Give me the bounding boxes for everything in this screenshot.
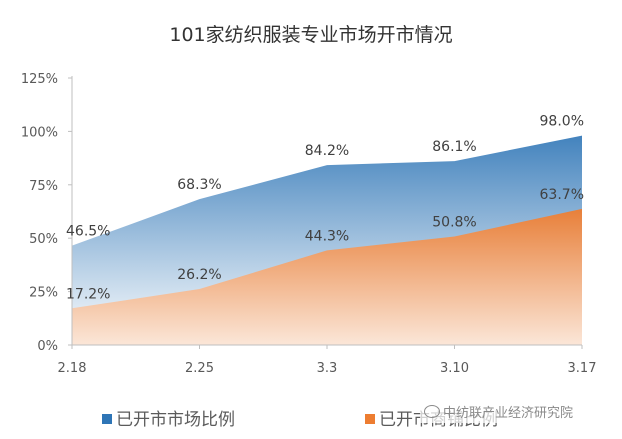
x-tick-label: 2.25 <box>185 361 214 376</box>
watermark: 中纺联产业经济研究院 <box>420 400 578 423</box>
data-label-series-1: 86.1% <box>432 139 476 155</box>
y-tick-label: 25% <box>29 286 58 301</box>
legend-swatch-shop <box>365 414 375 424</box>
data-label-series-1: 98.0% <box>540 114 584 130</box>
y-tick-label: 0% <box>37 339 58 354</box>
data-label-series-2: 50.8% <box>432 214 476 230</box>
data-label-series-2: 26.2% <box>177 267 221 283</box>
y-tick-label: 50% <box>29 232 58 247</box>
x-tick-label: 3.3 <box>317 361 338 376</box>
chart-title: 101家纺织服装专业市场开市情况 <box>169 24 453 46</box>
y-tick-label: 75% <box>29 179 58 194</box>
data-label-series-1: 84.2% <box>305 143 349 159</box>
wechat-icon <box>424 405 440 418</box>
x-tick-label: 2.18 <box>58 361 87 376</box>
legend-label-market: 已开市市场比例 <box>116 410 235 430</box>
y-tick-label: 125% <box>21 72 58 87</box>
data-label-series-2: 17.2% <box>66 286 110 302</box>
legend-item-market: 已开市市场比例 <box>102 405 235 430</box>
data-label-series-2: 63.7% <box>540 187 584 203</box>
watermark-text: 中纺联产业经济研究院 <box>443 406 574 421</box>
legend-swatch-market <box>102 414 112 424</box>
data-label-series-1: 46.5% <box>66 224 110 240</box>
data-label-series-1: 68.3% <box>177 177 221 193</box>
data-label-series-2: 44.3% <box>305 228 349 244</box>
x-tick-label: 3.17 <box>568 361 597 376</box>
area-series-2 <box>72 208 582 345</box>
x-tick-label: 3.10 <box>440 361 469 376</box>
y-tick-label: 100% <box>21 125 58 140</box>
